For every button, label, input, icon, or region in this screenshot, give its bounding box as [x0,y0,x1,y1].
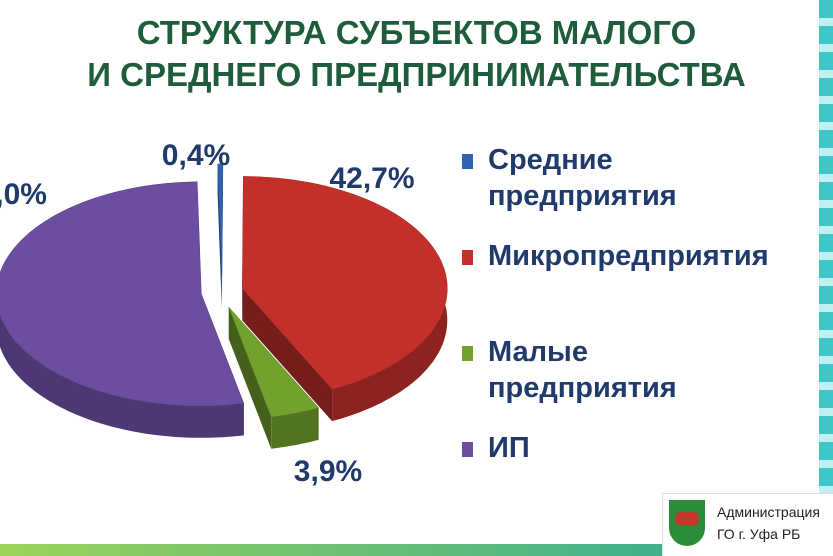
legend-entry: Малые предприятия [462,334,722,406]
legend-swatch [462,442,473,457]
pie-slice [0,181,245,407]
data-label: 42,7% [329,162,414,195]
logo: Администрация ГО г. Уфа РБ [662,493,833,556]
data-label: 0,4% [162,139,230,172]
chart-title: СТРУКТУРА СУБЪЕКТОВ МАЛОГО [136,14,697,51]
data-label: 3,9% [294,455,362,488]
legend-label: ИП [488,432,530,464]
pie-slice [217,163,224,277]
decor-strip [819,0,833,556]
chart-title: И СРЕДНЕГО ПРЕДПРИНИМАТЕЛЬСТВА [87,56,746,93]
legend-entry: Микропредприятия [462,238,769,274]
data-label: 53,0% [0,178,47,211]
decor-bar [0,544,833,556]
legend-entry: Средние предприятия [462,142,722,214]
legend-swatch [462,346,473,361]
legend-entry: ИП [462,430,722,466]
legend-swatch [462,154,473,169]
slice-edge [271,407,319,449]
logo-icon [669,500,705,546]
slice-side [228,307,272,449]
slice-side [217,164,222,308]
pie-slice [242,176,448,390]
slice-side [242,288,333,422]
logo-text: ГО г. Уфа РБ [717,526,801,542]
legend-label: Средние предприятия [488,144,677,212]
legend-label: Малые предприятия [488,336,677,404]
logo-text: Администрация [717,504,820,520]
pie-slice [228,306,320,417]
legend-label: Микропредприятия [488,240,769,272]
legend-swatch [462,250,473,265]
slice-edge [0,181,244,438]
